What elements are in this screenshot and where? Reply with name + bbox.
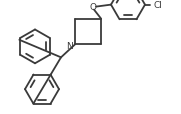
Text: N: N [66,41,73,51]
Text: O: O [89,3,96,12]
Text: Cl: Cl [153,1,162,10]
